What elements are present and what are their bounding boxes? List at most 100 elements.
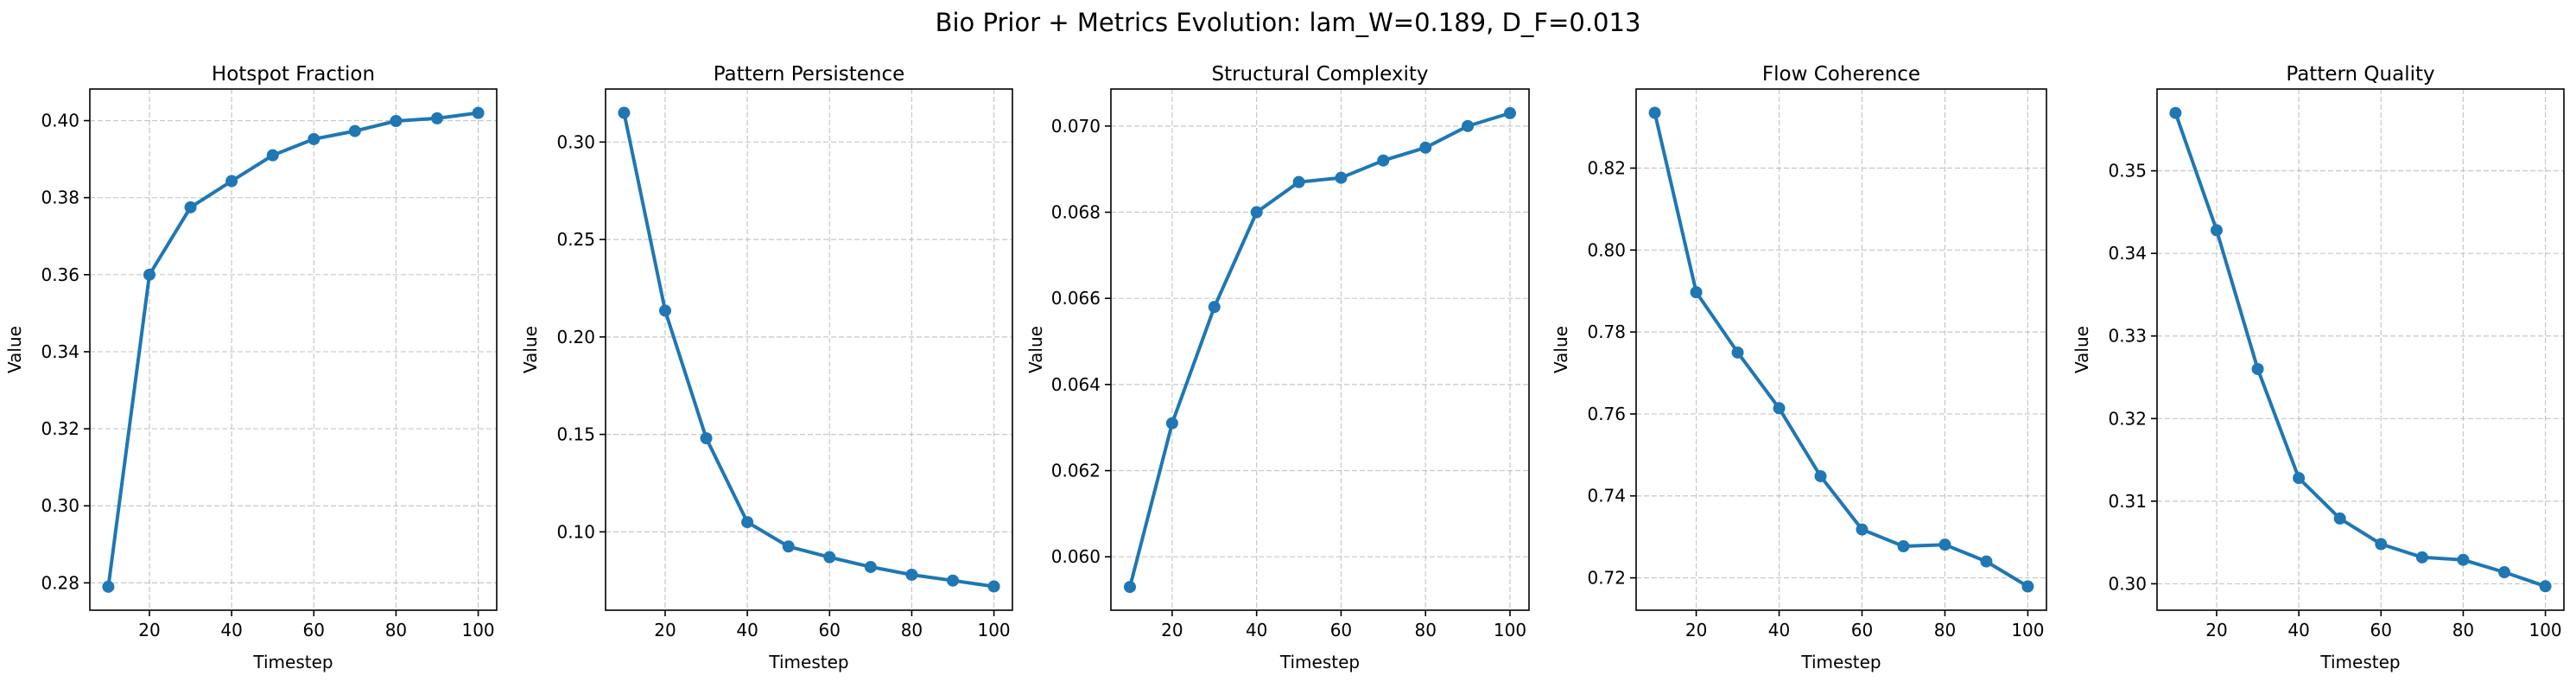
x-tick-label: 80: [385, 620, 407, 640]
data-point: [2021, 580, 2034, 593]
data-point: [2498, 566, 2511, 579]
x-tick-label: 40: [1246, 620, 1267, 640]
x-tick-label: 60: [1330, 620, 1352, 640]
x-axis-label: Timestep: [1800, 652, 1881, 672]
y-tick-label: 0.35: [2108, 161, 2147, 182]
y-tick-label: 0.82: [1587, 157, 1626, 178]
axes-frame: [605, 88, 1013, 611]
y-tick-label: 0.30: [41, 495, 79, 516]
x-axis-label: Timestep: [768, 652, 848, 672]
x-tick-label: 20: [2205, 620, 2227, 640]
data-point: [987, 580, 1000, 593]
x-tick-label: 40: [2287, 620, 2309, 640]
data-point: [864, 560, 877, 573]
data-point: [431, 111, 444, 124]
x-tick-label: 60: [819, 620, 841, 640]
x-tick-label: 40: [736, 620, 758, 640]
y-tick-label: 0.064: [1051, 374, 1101, 395]
data-point: [2251, 362, 2264, 375]
y-axis-label: Value: [4, 326, 25, 373]
data-point: [2210, 224, 2223, 237]
y-tick-label: 0.10: [556, 521, 595, 542]
data-point: [1690, 286, 1703, 299]
x-tick-label: 100: [2011, 620, 2044, 640]
axes-frame: [2156, 88, 2565, 611]
x-tick-label: 80: [2452, 620, 2474, 640]
data-point: [2415, 551, 2428, 564]
x-axis-label: Timestep: [2319, 652, 2400, 672]
subplot-title: Pattern Quality: [2286, 63, 2434, 86]
y-tick-label: 0.20: [556, 327, 595, 347]
x-tick-label: 60: [2370, 620, 2392, 640]
y-tick-label: 0.80: [1587, 239, 1626, 260]
x-tick-label: 20: [654, 620, 676, 640]
data-point: [700, 432, 713, 445]
data-point: [2293, 472, 2306, 485]
x-tick-label: 60: [1851, 620, 1873, 640]
data-point: [225, 175, 238, 188]
data-point: [2375, 538, 2388, 551]
x-tick-label: 20: [1161, 620, 1183, 640]
data-point: [2539, 580, 2552, 593]
y-tick-label: 0.060: [1051, 546, 1101, 567]
data-point: [143, 268, 155, 281]
series-line: [2173, 112, 2547, 589]
y-axis-label: Value: [2072, 326, 2092, 373]
y-tick-label: 0.38: [41, 188, 79, 208]
data-point: [658, 304, 671, 317]
data-point: [308, 132, 320, 145]
data-point: [618, 106, 631, 119]
data-point: [947, 574, 960, 587]
x-tick-label: 80: [1414, 620, 1436, 640]
y-tick-label: 0.40: [41, 111, 79, 131]
data-point: [1208, 301, 1221, 314]
data-point: [1377, 154, 1390, 167]
series-line: [622, 112, 994, 589]
y-tick-label: 0.28: [41, 572, 79, 593]
y-tick-label: 0.33: [2108, 326, 2147, 347]
y-tick-label: 0.066: [1051, 288, 1101, 309]
data-point: [1335, 171, 1348, 184]
data-point: [1292, 175, 1305, 188]
x-axis-label: Timestep: [1279, 652, 1360, 672]
data-point: [472, 106, 485, 119]
x-tick-label: 40: [220, 620, 242, 640]
x-tick-label: 40: [1768, 620, 1790, 640]
subplot-title: Pattern Persistence: [714, 63, 905, 86]
subplot-title: Hotspot Fraction: [212, 63, 375, 86]
data-point: [1980, 555, 1993, 568]
data-point: [1419, 141, 1432, 154]
subplot-4: 20 40 60 80 100 0.72 0.74 0.76 0.78 0.80 0.82 Flow …: [1551, 63, 2047, 672]
y-axis-label: Value: [1551, 326, 1571, 373]
y-tick-label: 0.068: [1051, 202, 1101, 223]
axes-frame: [89, 88, 498, 611]
axes-frame: [1110, 88, 1530, 611]
y-tick-label: 0.32: [41, 418, 79, 439]
y-axis-label: Value: [1025, 326, 1046, 373]
y-tick-label: 0.15: [556, 424, 595, 445]
data-point: [1250, 206, 1263, 219]
y-tick-label: 0.062: [1051, 461, 1101, 481]
x-tick-label: 100: [1494, 620, 1526, 640]
x-tick-label: 80: [901, 620, 923, 640]
y-tick-label: 0.31: [2108, 491, 2147, 512]
data-point: [102, 580, 115, 593]
series-line: [106, 111, 479, 588]
x-tick-label: 20: [1685, 620, 1707, 640]
data-point: [1814, 469, 1827, 482]
data-point: [1124, 581, 1136, 594]
series-line: [1653, 112, 2029, 589]
x-tick-label: 100: [2528, 620, 2561, 640]
y-tick-label: 0.25: [556, 229, 595, 250]
y-tick-label: 0.72: [1587, 568, 1626, 589]
y-tick-label: 0.74: [1587, 486, 1626, 506]
x-tick-label: 60: [303, 620, 325, 640]
series-line: [1128, 111, 1511, 588]
y-tick-label: 0.30: [556, 131, 595, 152]
subplot-1: 20 40 60 80 100 0.28 0.30 0.32 0.34 0.36 0.38 0.40 H…: [4, 63, 498, 672]
y-axis-label: Value: [520, 326, 541, 373]
data-point: [1773, 402, 1786, 415]
